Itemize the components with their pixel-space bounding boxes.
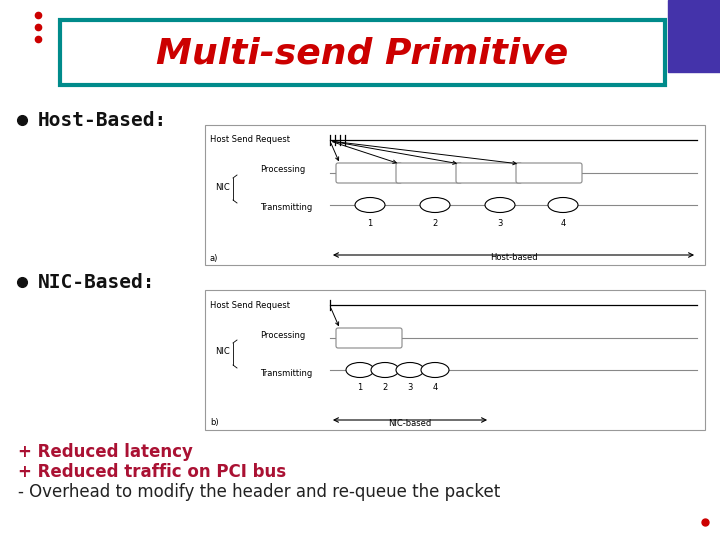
Text: + Reduced traffic on PCI bus: + Reduced traffic on PCI bus xyxy=(18,463,286,481)
FancyBboxPatch shape xyxy=(336,328,402,348)
Text: 4: 4 xyxy=(560,219,566,227)
Text: 1: 1 xyxy=(357,383,363,393)
FancyBboxPatch shape xyxy=(516,163,582,183)
Bar xyxy=(60,20,665,85)
Text: Host-Based:: Host-Based: xyxy=(38,111,167,130)
Text: + Reduced latency: + Reduced latency xyxy=(18,443,193,461)
FancyBboxPatch shape xyxy=(336,163,402,183)
Ellipse shape xyxy=(346,362,374,377)
Text: 2: 2 xyxy=(382,383,387,393)
FancyBboxPatch shape xyxy=(456,163,522,183)
Text: NIC: NIC xyxy=(215,348,230,356)
Text: Host Send Request: Host Send Request xyxy=(210,136,290,145)
Text: 3: 3 xyxy=(498,219,503,227)
Text: 1: 1 xyxy=(367,219,373,227)
Ellipse shape xyxy=(355,198,385,213)
Bar xyxy=(205,290,705,430)
Text: b): b) xyxy=(210,418,219,428)
Ellipse shape xyxy=(371,362,399,377)
Text: Processing: Processing xyxy=(260,330,305,340)
Bar xyxy=(205,125,705,265)
Text: Processing: Processing xyxy=(260,165,305,174)
FancyBboxPatch shape xyxy=(396,163,462,183)
Text: 4: 4 xyxy=(433,383,438,393)
Ellipse shape xyxy=(485,198,515,213)
Text: Transmitting: Transmitting xyxy=(260,204,312,213)
Text: NIC-Based:: NIC-Based: xyxy=(38,273,156,292)
Text: NIC: NIC xyxy=(215,183,230,192)
Text: Multi-send Primitive: Multi-send Primitive xyxy=(156,36,568,70)
Text: 3: 3 xyxy=(408,383,413,393)
Text: Transmitting: Transmitting xyxy=(260,368,312,377)
Text: NIC-based: NIC-based xyxy=(388,418,431,428)
Text: - Overhead to modify the header and re-queue the packet: - Overhead to modify the header and re-q… xyxy=(18,483,500,501)
Text: a): a) xyxy=(210,253,218,262)
Bar xyxy=(668,0,720,72)
Ellipse shape xyxy=(421,362,449,377)
Ellipse shape xyxy=(420,198,450,213)
Text: Host-based: Host-based xyxy=(490,253,537,262)
Ellipse shape xyxy=(548,198,578,213)
Text: Host Send Request: Host Send Request xyxy=(210,300,290,309)
Text: 2: 2 xyxy=(433,219,438,227)
Ellipse shape xyxy=(396,362,424,377)
